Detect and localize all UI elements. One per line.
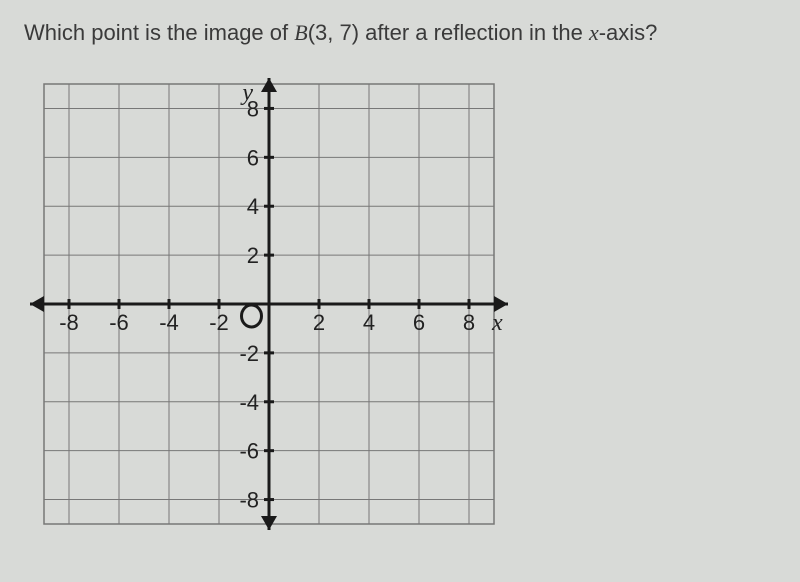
question-suffix: -axis? bbox=[599, 20, 658, 45]
svg-text:y: y bbox=[240, 80, 253, 106]
svg-text:-2: -2 bbox=[239, 341, 259, 366]
point-var: B bbox=[294, 20, 307, 45]
point-coords: (3, 7) bbox=[308, 20, 359, 45]
svg-text:-8: -8 bbox=[59, 310, 79, 335]
svg-text:-2: -2 bbox=[209, 310, 229, 335]
svg-text:-8: -8 bbox=[239, 488, 259, 513]
svg-text:2: 2 bbox=[247, 243, 259, 268]
svg-text:4: 4 bbox=[247, 194, 259, 219]
coordinate-grid-chart: -8-6-4-224688642-2-4-6-8yx bbox=[24, 74, 514, 534]
svg-text:x: x bbox=[491, 310, 503, 336]
axis-var: x bbox=[589, 20, 599, 45]
question-middle: after a reflection in the bbox=[359, 20, 589, 45]
svg-text:4: 4 bbox=[363, 310, 375, 335]
question-prefix: Which point is the image of bbox=[24, 20, 294, 45]
svg-text:-4: -4 bbox=[239, 390, 259, 415]
svg-text:-6: -6 bbox=[239, 439, 259, 464]
grid-svg: -8-6-4-224688642-2-4-6-8yx bbox=[24, 74, 514, 534]
svg-text:-4: -4 bbox=[159, 310, 179, 335]
svg-text:-6: -6 bbox=[109, 310, 129, 335]
question-text: Which point is the image of B(3, 7) afte… bbox=[24, 20, 776, 46]
svg-text:6: 6 bbox=[247, 145, 259, 170]
svg-text:8: 8 bbox=[463, 310, 475, 335]
svg-text:2: 2 bbox=[313, 310, 325, 335]
svg-text:6: 6 bbox=[413, 310, 425, 335]
